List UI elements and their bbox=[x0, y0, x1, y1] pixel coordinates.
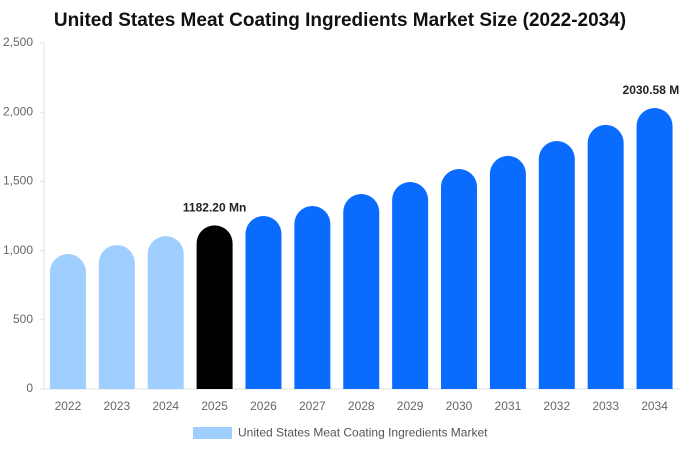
bar bbox=[587, 124, 624, 389]
data-label: 2030.58 Mn bbox=[623, 83, 680, 97]
y-tick-label: 1,000 bbox=[3, 243, 33, 257]
x-tick-label: 2029 bbox=[397, 399, 424, 413]
x-tick-label: 2028 bbox=[348, 399, 375, 413]
x-tick-label: 2034 bbox=[641, 399, 668, 413]
bar bbox=[245, 216, 282, 389]
y-tick-label: 2,500 bbox=[3, 35, 33, 49]
x-tick-label: 2025 bbox=[201, 399, 228, 413]
legend-swatch bbox=[193, 427, 232, 439]
bar bbox=[636, 107, 673, 390]
bar bbox=[294, 206, 331, 389]
x-tick-label: 2031 bbox=[495, 399, 522, 413]
y-tick-label: 500 bbox=[13, 312, 33, 326]
data-label: 1182.20 Mn bbox=[183, 201, 246, 215]
bar bbox=[392, 181, 429, 389]
bar bbox=[343, 193, 380, 389]
bar bbox=[196, 225, 233, 389]
y-tick-label: 0 bbox=[26, 381, 33, 395]
bar bbox=[49, 254, 86, 389]
x-tick-label: 2027 bbox=[299, 399, 326, 413]
x-tick-label: 2032 bbox=[543, 399, 570, 413]
x-tick-label: 2022 bbox=[55, 399, 82, 413]
legend-label: United States Meat Coating Ingredients M… bbox=[238, 426, 488, 440]
chart-title: United States Meat Coating Ingredients M… bbox=[54, 10, 626, 31]
x-tick-label: 2030 bbox=[446, 399, 473, 413]
x-tick-label: 2026 bbox=[250, 399, 277, 413]
y-tick-label: 1,500 bbox=[3, 174, 33, 188]
bar bbox=[489, 155, 526, 389]
bar bbox=[98, 245, 135, 389]
bar bbox=[538, 140, 575, 389]
x-tick-label: 2033 bbox=[592, 399, 619, 413]
bar bbox=[147, 236, 184, 389]
x-tick-label: 2023 bbox=[103, 399, 130, 413]
bar bbox=[441, 168, 478, 389]
x-tick-label: 2024 bbox=[152, 399, 179, 413]
y-tick-label: 2,000 bbox=[3, 104, 33, 118]
